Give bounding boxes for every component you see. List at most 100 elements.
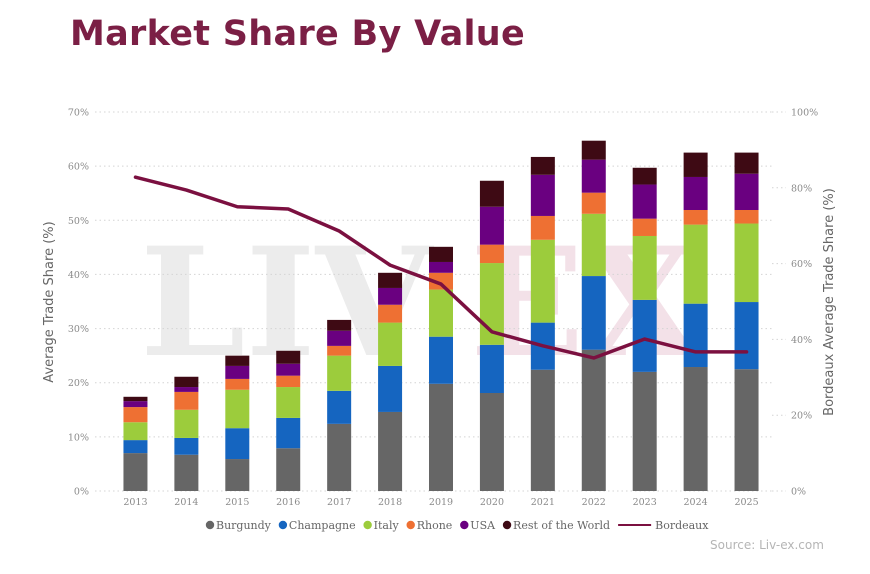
bar-rest-of-the-world	[581, 140, 606, 160]
x-tick-label: 2015	[225, 497, 249, 508]
bar-champagne	[174, 437, 199, 455]
y-tick-label: 50%	[68, 216, 89, 227]
y-tick-label: 0%	[74, 487, 89, 498]
bar-rhone	[174, 391, 199, 410]
bar-usa	[530, 174, 555, 216]
bar-usa	[683, 176, 708, 210]
y2-tick-label: 40%	[791, 335, 812, 346]
legend-marker	[278, 520, 288, 530]
x-tick-label: 2017	[327, 497, 351, 508]
legend-label: USA	[470, 519, 496, 532]
bar-burgundy	[123, 453, 148, 491]
bar-burgundy	[530, 369, 555, 491]
bar-italy	[276, 387, 301, 418]
bar-burgundy	[276, 448, 301, 491]
bar-rhone	[327, 345, 352, 356]
bar-stack-2020	[479, 180, 504, 491]
x-tick-label: 2019	[429, 497, 453, 508]
bar-stack-2013	[123, 396, 148, 491]
x-tick-label: 2022	[582, 497, 606, 508]
bar-champagne	[683, 303, 708, 368]
x-tick-label: 2018	[378, 497, 402, 508]
bar-italy	[225, 389, 250, 429]
bar-rest-of-the-world	[378, 272, 403, 288]
x-tick-label: 2021	[531, 497, 555, 508]
bar-italy	[683, 224, 708, 304]
bar-rest-of-the-world	[225, 355, 250, 366]
legend-label: Burgundy	[216, 519, 272, 532]
legend-marker	[406, 520, 415, 530]
x-tick-label: 2024	[684, 497, 708, 508]
bar-stack-2019	[429, 246, 453, 491]
y-tick-label: 70%	[68, 108, 89, 119]
bar-italy	[429, 289, 453, 337]
bar-burgundy	[734, 369, 759, 491]
y2-tick-label: 100%	[791, 108, 818, 119]
bar-stack-2015	[225, 355, 250, 491]
bar-stack-2018	[378, 272, 403, 491]
bar-rest-of-the-world	[174, 376, 199, 388]
bar-rhone	[429, 272, 453, 290]
page-title: Market Share By Value	[70, 14, 526, 54]
x-tick-label: 2014	[174, 497, 198, 508]
bar-usa	[276, 363, 301, 376]
x-tick-label: 2013	[123, 497, 147, 508]
bar-rest-of-the-world	[479, 180, 504, 207]
bar-usa	[225, 365, 250, 379]
y2-axis-title: Bordeaux Average Trade Share (%)	[822, 188, 837, 416]
bar-rest-of-the-world	[632, 167, 657, 185]
bar-usa	[378, 287, 403, 305]
bar-italy	[581, 213, 606, 277]
bar-usa	[174, 387, 199, 392]
bar-italy	[632, 235, 657, 300]
y-tick-label: 20%	[68, 378, 89, 389]
legend-label: Bordeaux	[655, 519, 709, 532]
bar-usa	[479, 206, 504, 245]
bar-stack-2014	[174, 376, 199, 491]
x-tick-label: 2016	[276, 497, 300, 508]
legend-marker	[502, 520, 512, 530]
bar-stack-2022	[581, 140, 606, 491]
bar-champagne	[327, 390, 352, 424]
bar-rhone	[378, 304, 403, 323]
legend-item-usa: USA	[460, 519, 496, 532]
bar-burgundy	[378, 411, 403, 491]
bar-italy	[327, 355, 352, 391]
bar-rhone	[581, 192, 606, 214]
bar-champagne	[632, 299, 657, 372]
bar-burgundy	[479, 393, 504, 491]
bar-usa	[327, 330, 352, 346]
bar-rest-of-the-world	[429, 246, 453, 262]
bar-champagne	[225, 428, 250, 460]
bars	[123, 140, 759, 491]
bar-champagne	[581, 276, 606, 350]
y-tick-label: 40%	[68, 270, 89, 281]
y2-tick-label: 60%	[791, 259, 812, 270]
bar-rhone	[632, 218, 657, 236]
y-axis-title: Average Trade Share (%)	[42, 221, 57, 382]
bar-rest-of-the-world	[683, 152, 708, 177]
bar-rest-of-the-world	[530, 156, 555, 175]
bar-burgundy	[174, 454, 199, 491]
legend: Burgundy Champagne Italy Rhone USA Rest of th…	[205, 519, 709, 532]
legend-marker	[460, 520, 469, 530]
bordeaux-line-layer	[133, 175, 749, 360]
bar-burgundy	[632, 371, 657, 491]
y2-tick-label: 80%	[791, 183, 812, 194]
legend-label: Italy	[374, 519, 400, 532]
y2-tick-label: 0%	[791, 487, 806, 498]
bar-stack-2016	[276, 350, 301, 491]
y-tick-label: 10%	[68, 432, 89, 443]
bar-italy	[734, 223, 759, 303]
bar-italy	[174, 409, 199, 438]
legend-marker	[363, 520, 372, 530]
bar-stack-2023	[632, 167, 657, 491]
bar-burgundy	[429, 383, 453, 491]
bar-stack-2024	[683, 152, 708, 491]
bar-burgundy	[225, 459, 250, 491]
bar-usa	[734, 173, 759, 210]
bar-burgundy	[327, 423, 352, 491]
bar-rhone	[479, 244, 504, 264]
bar-rhone	[276, 375, 301, 388]
